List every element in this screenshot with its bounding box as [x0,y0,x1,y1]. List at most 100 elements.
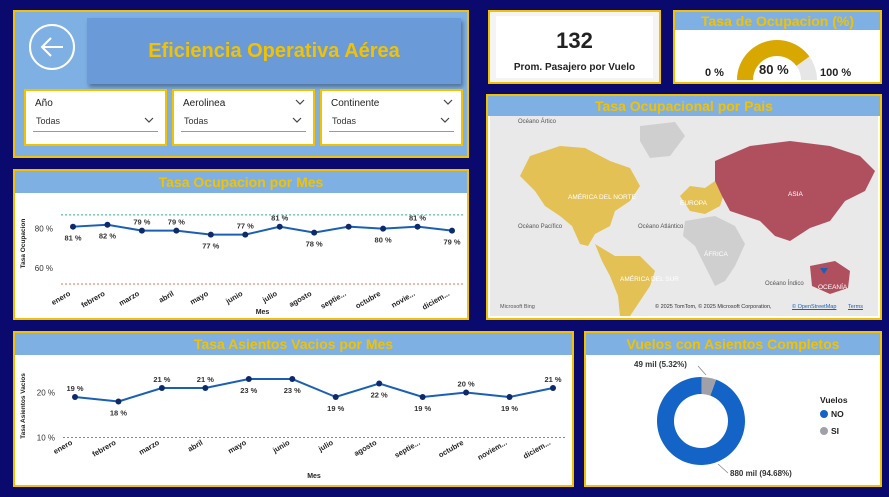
occupancy-line-chart[interactable]: Tasa Ocupacion 80 % 60 % 81 % 82 % 79 % 79 % 77… [15,193,467,318]
kpi-label: Prom. Pasajero por Vuelo [513,62,636,73]
data-point [506,394,513,400]
x-tick-label: abril [186,438,204,454]
map-label-arctic: Océano Ártico [518,119,557,125]
filter-value: Todas [184,116,209,126]
header-panel: Eficiencia Operativa Aérea Año Todas Aer… [13,10,469,158]
map-label-oceania: OCEANÍA [818,284,848,291]
x-tick-label: marzo [117,289,141,308]
x-tick-label: enero [52,438,75,456]
filter-continent[interactable]: Continente Todas [320,89,463,146]
occupancy-chart-title: Tasa Ocupacion por Mes [15,171,467,193]
x-tick-label: marzo [137,438,161,457]
map-label-indian: Océano Índico [765,281,804,287]
data-point [345,223,352,230]
data-point [414,223,421,230]
full-flights-donut-chart[interactable]: 49 mil (5.32%) 880 mil (94.68%) Vuelos NO SI [586,355,880,485]
filter-dropdown[interactable]: Todas [33,111,158,132]
x-tick-label: enero [50,289,73,307]
x-tick-label: agosto [352,438,378,458]
x-tick-label: diciem... [421,289,451,312]
chevron-down-icon[interactable] [443,99,453,106]
africa-shape [683,216,745,286]
empty-seats-line-chart[interactable]: Tasa Asientos Vacios 20 % 10 % 19 % 18 % 21 %… [15,355,572,485]
x-tick-label: julio [316,438,335,454]
y-tick-label: 60 % [35,264,53,273]
map-label-pacific: Océano Pacífico [518,224,563,230]
data-label: 79 % [168,218,185,227]
arrow-left-icon [40,37,63,57]
data-label: 21 % [153,375,170,384]
map-label-asia: ASIA [788,191,803,198]
data-label: 18 % [110,409,127,418]
filter-year[interactable]: Año Todas [24,89,167,146]
x-tick-label: mayo [188,289,210,307]
filter-dropdown[interactable]: Todas [181,111,306,132]
data-point [463,389,470,396]
kpi-card: 132 Prom. Pasajero por Vuelo [488,10,661,84]
x-tick-label: diciem... [522,438,552,461]
filter-label: Aerolinea [183,98,226,109]
x-tick-label: novie... [390,289,417,310]
chevron-down-icon [144,117,154,123]
filter-label: Continente [331,98,380,109]
gauge-chart [737,40,817,80]
x-tick-label: junio [223,289,244,306]
map-panel: Tasa Ocupacional por Pais Océano Ártico … [486,94,882,320]
data-label: 19 % [414,404,431,413]
data-point [449,227,455,234]
legend-title: Vuelos [820,395,848,405]
y-axis-title: Tasa Ocupacion [20,219,27,269]
y-tick-label: 10 % [37,434,55,443]
data-label: 77 % [237,222,254,231]
filter-value: Todas [332,116,357,126]
gauge-fill [737,40,810,80]
occupancy-chart-panel: Tasa Ocupacion por Mes Tasa Ocupacion 80 … [13,169,469,320]
data-label: 79 % [133,218,150,227]
map-attribution: © 2025 TomTom, © 2025 Microsoft Corporat… [655,304,772,310]
data-label: 82 % [99,232,116,241]
x-axis-title: Mes [307,473,321,480]
full-flights-title: Vuelos con Asientos Completos [586,333,880,355]
world-map[interactable]: Océano Ártico AMÉRICA DEL NORTE EUROPA A… [490,116,878,316]
map-label-north-america: AMÉRICA DEL NORTE [568,194,636,201]
asia-shape [715,141,875,241]
x-tick-label: octubre [437,438,465,460]
data-label: 81 % [409,214,426,223]
page-title: Eficiencia Operativa Aérea [148,40,400,62]
legend-item: NO [831,409,844,419]
gauge-panel: Tasa de Ocupacion (%) 0 % 80 % 100 % [673,10,882,84]
data-point [70,223,76,230]
full-flights-panel: Vuelos con Asientos Completos 49 mil (5.… [584,331,882,487]
data-label: 23 % [284,386,301,395]
data-label: 81 % [271,214,288,223]
back-button[interactable] [29,24,75,70]
kpi-value: 132 [556,28,593,53]
filter-airline[interactable]: Aerolinea Todas [172,89,315,146]
map-label-south-america: AMÉRICA DEL SUR [620,276,679,283]
chevron-down-icon[interactable] [295,99,305,106]
x-axis-title: Mes [256,309,270,316]
south-america-shape [595,244,655,316]
data-point [276,223,283,230]
data-point [380,225,387,232]
osm-link[interactable]: © OpenStreetMap [792,304,837,310]
gauge-max-label: 100 % [820,67,852,79]
map-title: Tasa Ocupacional por Pais [488,96,880,116]
leader-line [717,463,729,474]
gauge-title: Tasa de Ocupacion (%) [675,12,880,30]
x-tick-label: septie... [393,438,422,460]
filter-label: Año [35,98,53,109]
x-tick-label: noviem... [476,438,509,462]
data-point [115,398,122,405]
data-point [104,221,111,228]
title-banner: Eficiencia Operativa Aérea [87,18,461,84]
filter-dropdown[interactable]: Todas [329,111,454,132]
terms-link[interactable]: Terms [848,304,863,310]
x-tick-label: septie... [319,289,348,311]
data-label: 80 % [375,236,392,245]
data-point [207,231,214,238]
x-tick-label: febrero [80,289,107,310]
x-tick-label: julio [260,289,279,305]
gauge-min-label: 0 % [705,67,724,79]
map-shapes [520,122,875,316]
